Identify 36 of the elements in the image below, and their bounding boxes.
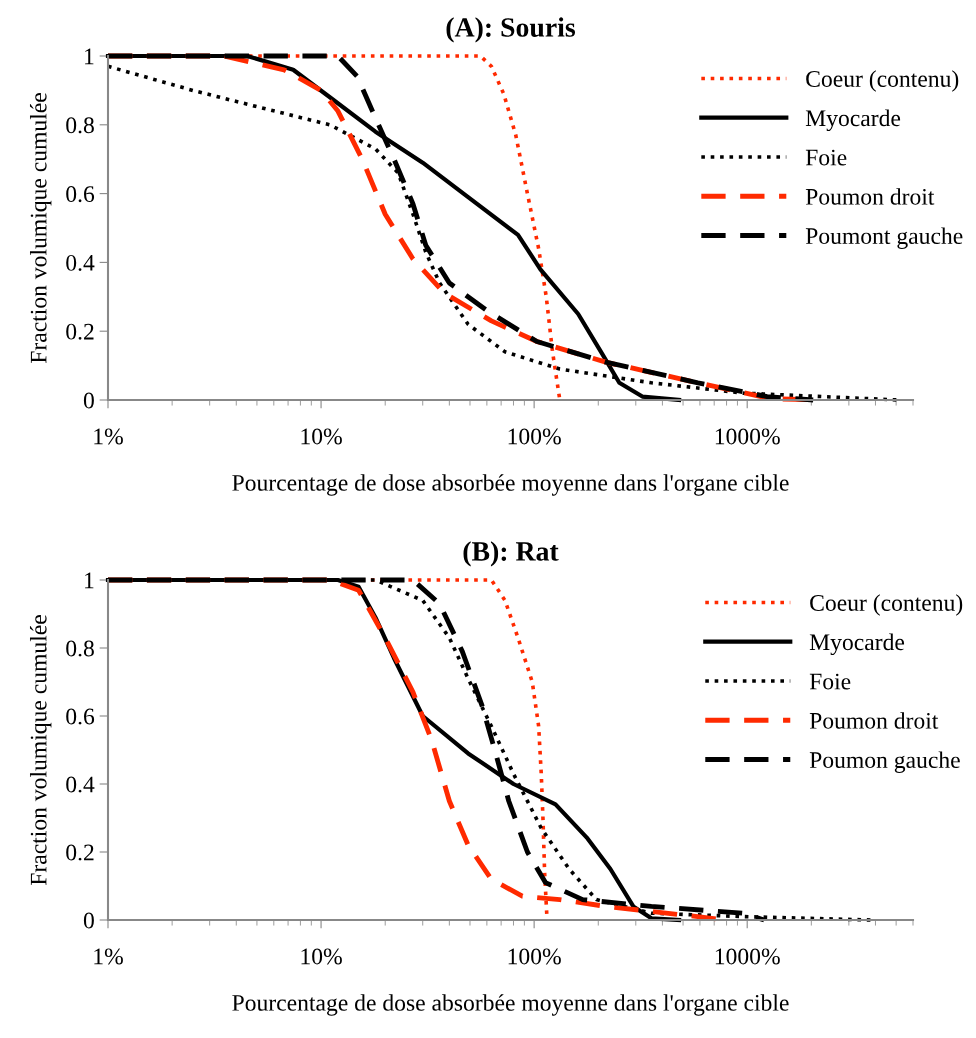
- y-tick-label: 0.8: [66, 117, 94, 134]
- x-tick-label: 1%: [94, 948, 123, 965]
- y-tick-label: 0.8: [66, 640, 94, 657]
- y-tick-label: 0.2: [66, 323, 94, 340]
- x-tick-label: 10%: [301, 948, 342, 965]
- legend-label: Coeur (contenu): [806, 70, 959, 92]
- legend-label: Foie: [805, 149, 847, 166]
- y-axis-title: Fraction volumique cumulée: [29, 615, 52, 886]
- y-tick-label: 0: [83, 912, 94, 929]
- legend-label: Poumont gauche: [805, 227, 963, 249]
- y-tick-label: 0.2: [66, 844, 94, 861]
- x-tick-label: 10%: [301, 428, 342, 445]
- x-tick-label: 100%: [508, 948, 561, 965]
- legend-label: Myocarde: [809, 633, 905, 656]
- y-tick-label: 0.6: [66, 186, 95, 203]
- y-tick-label: 1: [85, 572, 94, 589]
- x-axis-title: Pourcentage de dose absorbée moyenne dans l'organe cible: [232, 994, 789, 1016]
- y-tick-label: 0: [83, 392, 94, 409]
- y-axis-title: Fraction volumique cumulée: [29, 93, 52, 364]
- x-tick-label: 100%: [508, 428, 561, 445]
- chart-title: (B): Rat: [463, 541, 559, 567]
- x-axis-title: Pourcentage de dose absorbée moyenne dans l'organe cible: [232, 474, 789, 496]
- y-tick-label: 0.4: [66, 254, 95, 271]
- y-tick-label: 1: [85, 48, 94, 65]
- legend-label: Poumon droit: [805, 188, 935, 205]
- x-tick-label: 1000%: [715, 428, 780, 445]
- legend-label: Foie: [809, 673, 851, 690]
- y-tick-label: 0.6: [66, 708, 95, 725]
- x-tick-label: 1000%: [715, 948, 780, 965]
- legend-label: Coeur (contenu): [810, 594, 963, 616]
- x-tick-label: 1%: [94, 428, 123, 445]
- legend-label: Poumon gauche: [809, 751, 960, 773]
- chart-title: (A): Souris: [446, 17, 576, 43]
- legend-label: Myocarde: [805, 109, 901, 132]
- legend-label: Poumon droit: [809, 712, 939, 729]
- y-tick-label: 0.4: [66, 776, 95, 793]
